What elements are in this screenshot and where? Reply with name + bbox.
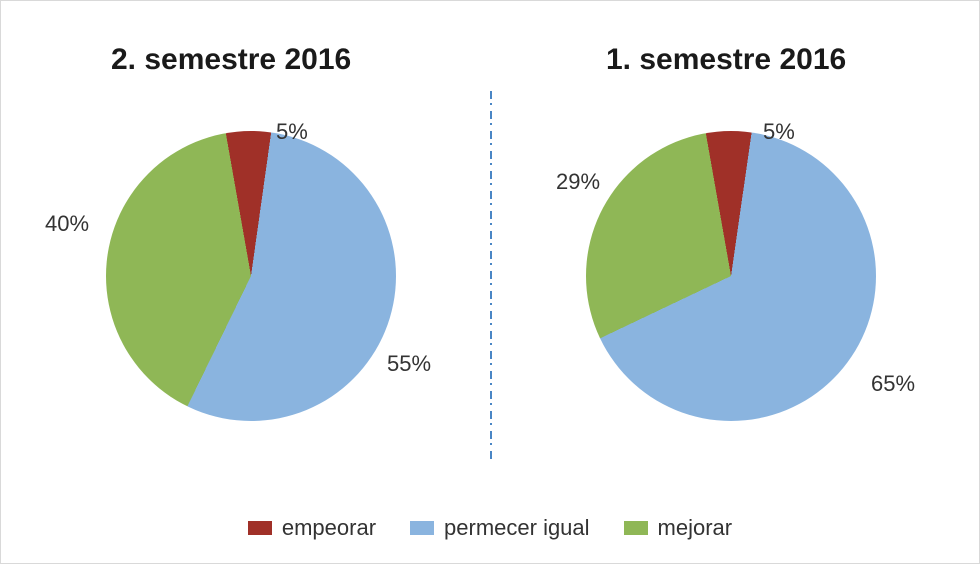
slice-label-right-mejorar: 29% [556, 169, 600, 195]
legend: empeorar permecer igual mejorar [1, 515, 979, 541]
pie-chart-right [586, 131, 876, 421]
legend-swatch-permecer [410, 521, 434, 535]
slice-label-left-mejorar: 40% [45, 211, 89, 237]
legend-swatch-empeorar [248, 521, 272, 535]
legend-label-empeorar: empeorar [282, 515, 376, 541]
legend-item-empeorar: empeorar [248, 515, 376, 541]
slice-label-left-permecer: 55% [387, 351, 431, 377]
pie-chart-left [106, 131, 396, 421]
chart-title-right: 1. semestre 2016 [606, 43, 846, 77]
slice-label-left-empeorar: 5% [276, 119, 308, 145]
legend-item-permecer: permecer igual [410, 515, 590, 541]
vertical-divider [490, 91, 492, 461]
pie-1 [586, 131, 876, 421]
legend-label-permecer: permecer igual [444, 515, 590, 541]
chart-title-left: 2. semestre 2016 [111, 43, 351, 77]
pie-0 [106, 131, 396, 421]
legend-swatch-mejorar [624, 521, 648, 535]
slice-label-right-empeorar: 5% [763, 119, 795, 145]
slice-label-right-permecer: 65% [871, 371, 915, 397]
legend-label-mejorar: mejorar [658, 515, 733, 541]
chart-container: 2. semestre 2016 5% 55% 40% 1. semestre … [0, 0, 980, 564]
legend-item-mejorar: mejorar [624, 515, 733, 541]
